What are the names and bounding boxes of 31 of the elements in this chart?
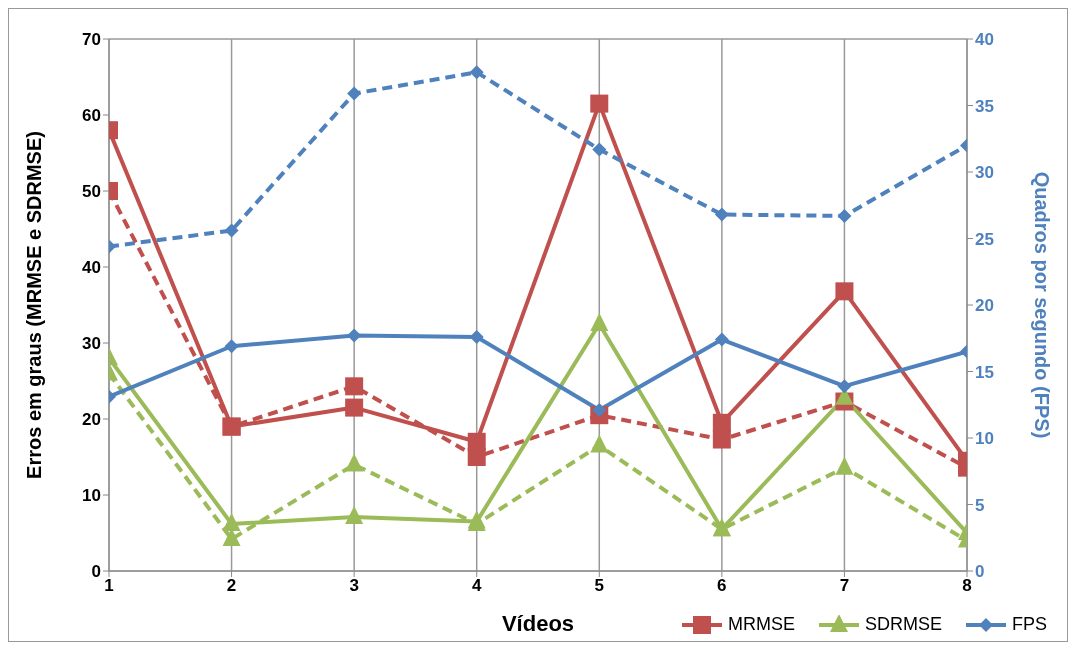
x-tick-label: 7	[839, 576, 850, 596]
x-tick-label: 5	[594, 576, 605, 596]
legend-label: MRMSE	[727, 614, 795, 635]
x-tick-label: 6	[717, 576, 727, 596]
x-tick-label: 8	[962, 576, 972, 596]
x-tick-label: 4	[471, 576, 482, 596]
y2-axis-title: Quadros por segundo (FPS)	[1030, 171, 1053, 439]
y2-tick-label: 10	[975, 429, 994, 449]
y2-tick-label: 30	[975, 163, 994, 183]
y2-tick-label: 25	[975, 229, 994, 249]
y-axis-title: Erros em graus (MRMSE e SDRMSE)	[23, 131, 46, 479]
y-tick-label: 70	[82, 30, 101, 50]
y-tick-label: 60	[82, 106, 101, 126]
y2-tick-label: 5	[975, 495, 985, 515]
y-tick-label: 30	[82, 334, 101, 354]
legend-label: SDRMSE	[864, 614, 942, 635]
x-tick-label: 3	[349, 576, 359, 596]
legend-label: FPS	[1011, 614, 1047, 635]
y-tick-label: 0	[91, 562, 101, 582]
y2-tick-label: 40	[975, 30, 994, 50]
y2-tick-label: 35	[975, 96, 994, 116]
y2-tick-label: 15	[975, 362, 994, 382]
y-tick-label: 40	[82, 258, 101, 278]
x-tick-label: 1	[104, 576, 114, 596]
y-tick-label: 20	[82, 410, 101, 430]
y2-tick-label: 0	[975, 562, 985, 582]
y2-tick-label: 20	[975, 296, 994, 316]
x-axis-title: Vídeos	[501, 611, 575, 636]
y-tick-label: 10	[82, 486, 101, 506]
y-tick-label: 50	[82, 182, 101, 202]
x-tick-label: 2	[226, 576, 237, 596]
